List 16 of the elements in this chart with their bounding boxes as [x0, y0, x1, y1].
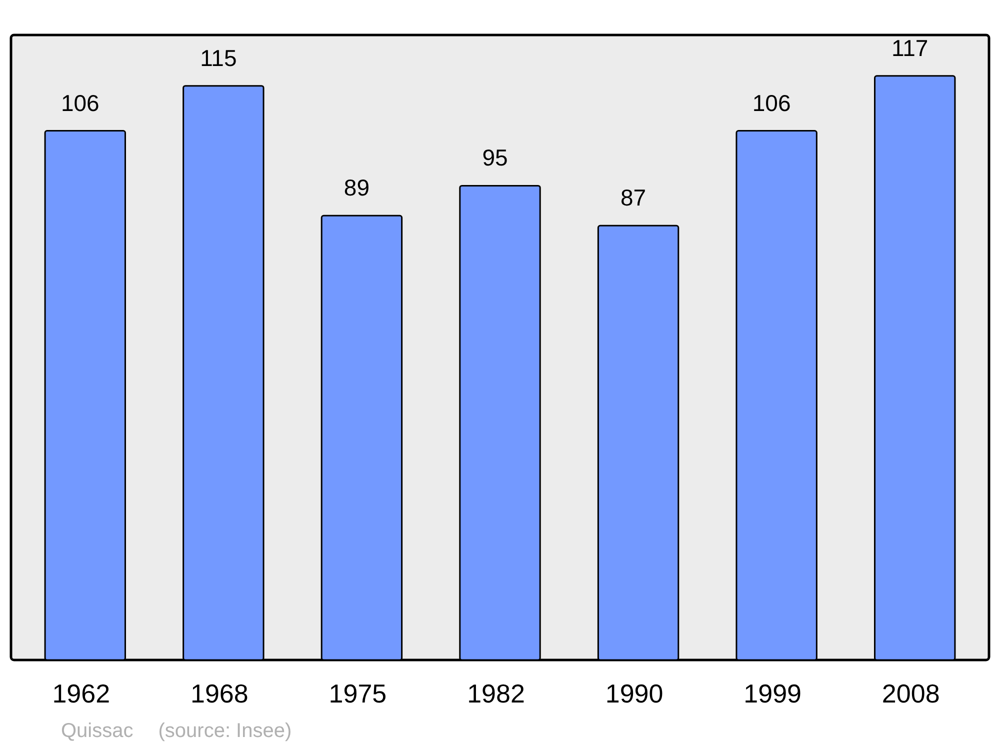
data-label: 95	[482, 144, 508, 171]
x-tick-label: 1975	[328, 678, 387, 708]
data-label: 115	[200, 44, 237, 71]
x-tick-label: 1982	[467, 678, 525, 708]
data-label: 87	[620, 184, 646, 211]
data-label: 106	[60, 90, 100, 116]
x-tick-label: 2008	[882, 678, 940, 708]
text: Quissac	[61, 720, 134, 742]
x-tick-label: 1962	[52, 678, 110, 708]
x-tick-label: 1968	[190, 678, 248, 708]
data-label: 89	[344, 174, 370, 201]
x-tick-label: 1999	[744, 678, 802, 708]
data-label: 117	[892, 34, 928, 61]
text: (source: Insee)	[158, 720, 292, 742]
x-tick-label: 1990	[605, 678, 664, 708]
data-label: 106	[752, 90, 791, 116]
